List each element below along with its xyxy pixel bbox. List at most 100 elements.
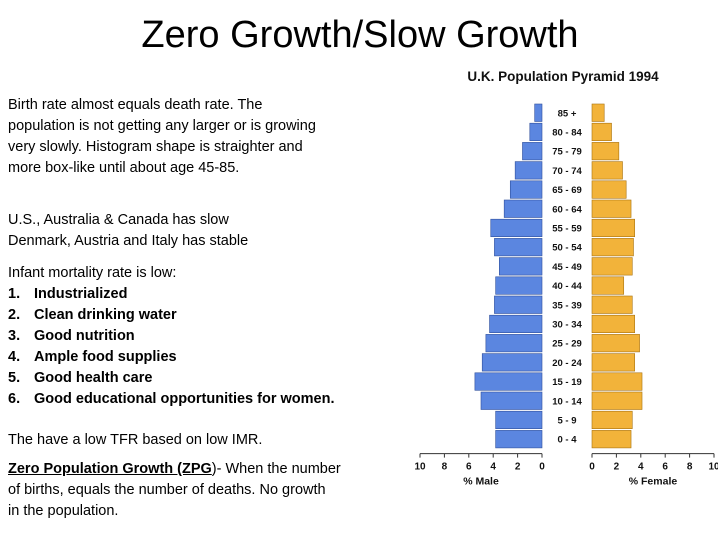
list-text: Clean drinking water bbox=[34, 307, 177, 323]
age-group-label: 65 - 69 bbox=[552, 185, 582, 196]
list-item: 3. Good nutrition bbox=[8, 326, 388, 347]
age-group-label: 75 - 79 bbox=[552, 147, 582, 158]
male-bar bbox=[495, 430, 543, 449]
text-line: Birth rate almost equals death rate. The bbox=[8, 97, 263, 113]
male-bar bbox=[499, 257, 543, 276]
text-line: population is not getting any larger or … bbox=[8, 118, 316, 134]
female-tick-label: 10 bbox=[708, 462, 718, 473]
list-number: 5. bbox=[8, 370, 21, 386]
female-bar bbox=[591, 295, 633, 314]
female-bar bbox=[591, 142, 620, 161]
age-group-label: 30 - 34 bbox=[552, 319, 582, 330]
list-text: Good nutrition bbox=[34, 328, 135, 344]
male-bar bbox=[503, 199, 543, 218]
male-tick-label: 4 bbox=[490, 462, 496, 473]
female-bar bbox=[591, 238, 634, 257]
list-item: 4. Ample food supplies bbox=[8, 347, 388, 368]
infant-mortality-intro: Infant mortality rate is low: bbox=[8, 265, 177, 281]
text-line: more box-like until about age 45-85. bbox=[8, 160, 240, 176]
female-bar bbox=[591, 410, 633, 430]
birth-rate-paragraph: Birth rate almost equals death rate. The… bbox=[8, 95, 388, 179]
list-number: 6. bbox=[8, 391, 21, 407]
male-bar bbox=[509, 180, 543, 199]
age-group-label: 55 - 59 bbox=[552, 223, 582, 234]
zpg-definition: Zero Population Growth (ZPG)- When the n… bbox=[8, 459, 388, 522]
male-bar bbox=[495, 410, 543, 430]
age-group-label: 45 - 49 bbox=[552, 262, 582, 273]
female-bar bbox=[591, 218, 636, 237]
text-line: The have a low TFR based on low IMR. bbox=[8, 432, 263, 448]
male-bar bbox=[514, 161, 543, 180]
female-bar bbox=[591, 103, 605, 122]
female-bar bbox=[591, 180, 627, 199]
age-group-label: 5 - 9 bbox=[557, 415, 576, 426]
male-bar bbox=[494, 295, 543, 314]
male-bar bbox=[480, 391, 543, 410]
male-tick-label: 0 bbox=[539, 462, 545, 473]
female-bar bbox=[591, 334, 640, 353]
age-group-label: 70 - 74 bbox=[552, 166, 582, 177]
female-bar bbox=[591, 353, 636, 372]
female-bar bbox=[591, 257, 633, 276]
text-line: Zero Population Growth (ZPG)- When the n… bbox=[8, 459, 388, 480]
female-bar bbox=[591, 430, 632, 449]
female-bar bbox=[591, 391, 643, 410]
text-line: U.S., Australia & Canada has slow bbox=[8, 212, 229, 228]
female-bar bbox=[591, 122, 612, 142]
male-axis-label: % Male bbox=[463, 476, 499, 488]
list-item: 6. Good educational opportunities for wom… bbox=[8, 389, 388, 410]
female-tick-label: 0 bbox=[589, 462, 595, 473]
list-text: Ample food supplies bbox=[34, 349, 177, 365]
male-tick-label: 6 bbox=[466, 462, 472, 473]
male-tick-label: 2 bbox=[515, 462, 521, 473]
age-group-label: 80 - 84 bbox=[552, 127, 582, 138]
male-tick-label: 10 bbox=[414, 462, 426, 473]
age-group-label: 15 - 19 bbox=[552, 377, 582, 388]
male-bar bbox=[489, 314, 543, 333]
zpg-text: )- When the number bbox=[211, 461, 341, 477]
female-tick-label: 6 bbox=[662, 462, 668, 473]
male-bar bbox=[494, 238, 543, 257]
age-group-label: 25 - 29 bbox=[552, 339, 582, 350]
text-line: in the population. bbox=[8, 503, 119, 519]
male-bar bbox=[534, 103, 543, 122]
list-number: 1. bbox=[8, 286, 21, 302]
mortality-factors-list: 1. Industrialized 2. Clean drinking water … bbox=[8, 284, 388, 410]
text-line: Denmark, Austria and Italy has stable bbox=[8, 233, 249, 249]
list-text: Good educational opportunities for women… bbox=[34, 391, 335, 407]
list-item: 5. Good health care bbox=[8, 368, 388, 389]
list-number: 2. bbox=[8, 307, 21, 323]
age-group-label: 35 - 39 bbox=[552, 300, 582, 311]
list-text: Good health care bbox=[34, 370, 153, 386]
male-bar bbox=[485, 334, 543, 353]
age-group-label: 20 - 24 bbox=[552, 358, 582, 369]
slide-title: Zero Growth/Slow Growth bbox=[141, 14, 579, 56]
female-bar bbox=[591, 199, 632, 218]
age-group-label: 10 - 14 bbox=[552, 396, 582, 407]
female-bar bbox=[591, 372, 643, 391]
age-group-label: 85 + bbox=[558, 108, 577, 119]
list-number: 4. bbox=[8, 349, 21, 365]
female-tick-label: 8 bbox=[687, 462, 693, 473]
countries-paragraph: U.S., Australia & Canada has slow Denmar… bbox=[8, 210, 388, 252]
female-tick-label: 2 bbox=[614, 462, 620, 473]
age-group-label: 40 - 44 bbox=[552, 281, 582, 292]
list-item: 2. Clean drinking water bbox=[8, 305, 388, 326]
text-line: very slowly. Histogram shape is straight… bbox=[8, 139, 303, 155]
female-axis-label: % Female bbox=[629, 476, 678, 488]
zpg-term: Zero Population Growth (ZPG bbox=[8, 461, 212, 477]
population-pyramid-chart: U.K. Population Pyramid 1994 85 + 80 - 84 7… bbox=[414, 69, 718, 488]
male-bar bbox=[529, 122, 543, 142]
list-text: Industrialized bbox=[34, 286, 128, 302]
list-item: 1. Industrialized bbox=[8, 284, 388, 305]
text-line: of births, equals the number of deaths. … bbox=[8, 482, 326, 498]
infant-mortality-section: Infant mortality rate is low: 1. Industri… bbox=[8, 263, 388, 410]
age-group-label: 60 - 64 bbox=[552, 204, 582, 215]
female-bar bbox=[591, 276, 625, 295]
list-number: 3. bbox=[8, 328, 21, 344]
age-group-label: 0 - 4 bbox=[557, 435, 577, 446]
female-tick-label: 4 bbox=[638, 462, 644, 473]
female-bar bbox=[591, 314, 636, 333]
male-bar bbox=[490, 218, 543, 237]
female-bar bbox=[591, 161, 623, 180]
